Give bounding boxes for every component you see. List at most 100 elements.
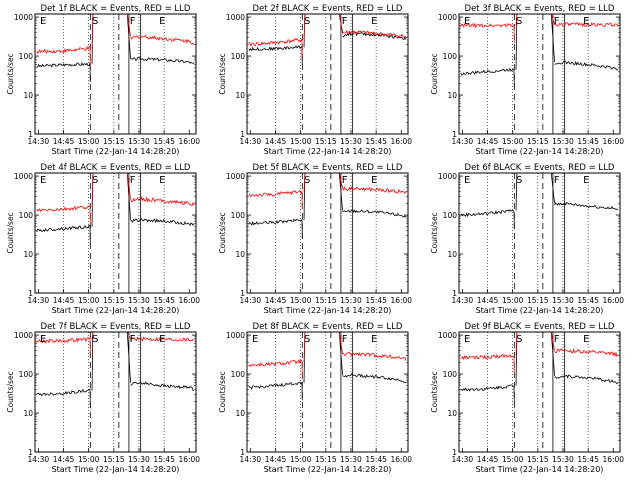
x-tick-label: 15:00 bbox=[290, 455, 312, 464]
annotation-label: S bbox=[304, 175, 310, 186]
series-line-events bbox=[130, 381, 194, 391]
series-line-events bbox=[36, 388, 91, 409]
x-tick-label: 16:00 bbox=[390, 455, 412, 464]
x-tick-label: 15:45 bbox=[365, 455, 387, 464]
x-tick-label: 14:30 bbox=[28, 137, 50, 146]
series-line-lld bbox=[130, 196, 195, 207]
plot-frame bbox=[458, 13, 621, 135]
x-tick-label: 15:00 bbox=[78, 296, 100, 305]
annotation-label: F bbox=[130, 175, 136, 186]
y-tick-label: 1 bbox=[28, 448, 33, 457]
series-line-events bbox=[554, 201, 619, 211]
y-tick-label: 1 bbox=[28, 130, 33, 139]
annotation-label: E bbox=[583, 334, 589, 345]
annotation-label: E bbox=[159, 175, 165, 186]
annotation-label: E bbox=[464, 175, 470, 186]
x-tick-label: 15:00 bbox=[502, 296, 524, 305]
y-axis-label: Counts/sec bbox=[218, 212, 227, 253]
y-tick-label: 100 bbox=[231, 211, 246, 220]
annotation-label: S bbox=[516, 334, 522, 345]
panel-det-5: Det 5f BLACK = Events, RED = LLD S F E 1 10 10… bbox=[218, 163, 412, 315]
annotation-label: S bbox=[92, 334, 98, 345]
x-tick-label: 15:45 bbox=[577, 296, 599, 305]
plot-frame bbox=[458, 172, 621, 294]
series-flare-line bbox=[91, 331, 131, 340]
x-tick-label: 15:30 bbox=[340, 137, 362, 146]
y-tick-label: 10 bbox=[235, 409, 245, 418]
x-tick-label: 14:30 bbox=[452, 137, 474, 146]
panel-title: Det 5f BLACK = Events, RED = LLD bbox=[253, 163, 403, 173]
x-axis-label: Start Time (22-Jan-14 14:28:20) bbox=[476, 465, 604, 474]
y-tick-label: 1000 bbox=[14, 13, 33, 22]
y-tick-label: 10 bbox=[447, 91, 457, 100]
x-tick-label: 14:30 bbox=[28, 455, 50, 464]
y-tick-label: 1000 bbox=[226, 331, 245, 340]
y-tick-label: 100 bbox=[443, 52, 458, 61]
x-tick-label: 16:00 bbox=[602, 455, 624, 464]
x-tick-label: 14:30 bbox=[452, 455, 474, 464]
series-line-events bbox=[342, 372, 407, 384]
x-tick-label: 16:00 bbox=[178, 137, 200, 146]
x-tick-label: 15:45 bbox=[365, 296, 387, 305]
x-axis-label: Start Time (22-Jan-14 14:28:20) bbox=[52, 147, 180, 156]
x-axis-label: Start Time (22-Jan-14 14:28:20) bbox=[52, 465, 180, 474]
y-tick-label: 1 bbox=[240, 289, 245, 298]
y-axis-label: Counts/sec bbox=[218, 53, 227, 94]
x-tick-label: 15:15 bbox=[315, 455, 337, 464]
series-line-lld bbox=[248, 189, 303, 210]
annotation-label: E bbox=[371, 16, 377, 27]
x-axis-label: Start Time (22-Jan-14 14:28:20) bbox=[264, 147, 392, 156]
x-tick-label: 14:45 bbox=[477, 455, 499, 464]
annotation-label: F bbox=[554, 334, 560, 345]
x-tick-label: 16:00 bbox=[390, 296, 412, 305]
x-tick-label: 14:45 bbox=[265, 296, 287, 305]
annotation-label: F bbox=[342, 175, 348, 186]
annotation-label: F bbox=[342, 16, 348, 27]
y-tick-label: 100 bbox=[443, 211, 458, 220]
x-tick-label: 14:30 bbox=[240, 455, 262, 464]
series-line-events bbox=[554, 374, 619, 385]
annotation-label: S bbox=[304, 16, 310, 27]
x-tick-label: 14:45 bbox=[53, 296, 75, 305]
y-tick-label: 1000 bbox=[438, 172, 457, 181]
y-tick-label: 1 bbox=[240, 448, 245, 457]
series-line-events bbox=[248, 45, 303, 65]
series-line-events bbox=[36, 224, 91, 245]
x-tick-label: 14:30 bbox=[240, 296, 262, 305]
plot-frame bbox=[458, 331, 621, 453]
x-tick-label: 14:45 bbox=[265, 137, 287, 146]
x-tick-label: 15:30 bbox=[340, 455, 362, 464]
annotation-label: E bbox=[40, 334, 46, 345]
x-tick-label: 14:45 bbox=[53, 137, 75, 146]
x-tick-label: 15:45 bbox=[153, 137, 175, 146]
annotation-label: F bbox=[554, 175, 560, 186]
x-tick-label: 16:00 bbox=[602, 296, 624, 305]
annotation-label: E bbox=[159, 16, 165, 27]
x-axis-label: Start Time (22-Jan-14 14:28:20) bbox=[476, 147, 604, 156]
series-line-events bbox=[248, 381, 303, 401]
panel-det-2: Det 2f BLACK = Events, RED = LLD S F E 1 10 10… bbox=[218, 4, 412, 156]
plot-frame bbox=[246, 172, 409, 294]
x-tick-label: 15:15 bbox=[103, 455, 125, 464]
series-line-lld bbox=[554, 22, 619, 28]
y-tick-label: 1 bbox=[240, 130, 245, 139]
annotation-label: E bbox=[252, 334, 258, 345]
series-line-lld bbox=[460, 22, 515, 43]
y-tick-label: 1000 bbox=[438, 331, 457, 340]
x-tick-label: 14:45 bbox=[265, 455, 287, 464]
y-axis-label: Counts/sec bbox=[430, 371, 439, 412]
y-tick-label: 10 bbox=[235, 250, 245, 259]
annotation-label: E bbox=[40, 175, 46, 186]
plot-frame bbox=[246, 13, 409, 135]
y-tick-label: 100 bbox=[231, 370, 246, 379]
x-tick-label: 15:45 bbox=[153, 455, 175, 464]
annotation-label: S bbox=[92, 16, 98, 27]
series-line-lld bbox=[130, 34, 195, 45]
x-tick-label: 15:15 bbox=[103, 296, 125, 305]
y-tick-label: 1000 bbox=[14, 331, 33, 340]
x-tick-label: 15:30 bbox=[552, 137, 574, 146]
series-line-lld bbox=[36, 204, 91, 225]
panel-title: Det 4f BLACK = Events, RED = LLD bbox=[41, 163, 191, 173]
annotation-label: F bbox=[554, 16, 560, 27]
